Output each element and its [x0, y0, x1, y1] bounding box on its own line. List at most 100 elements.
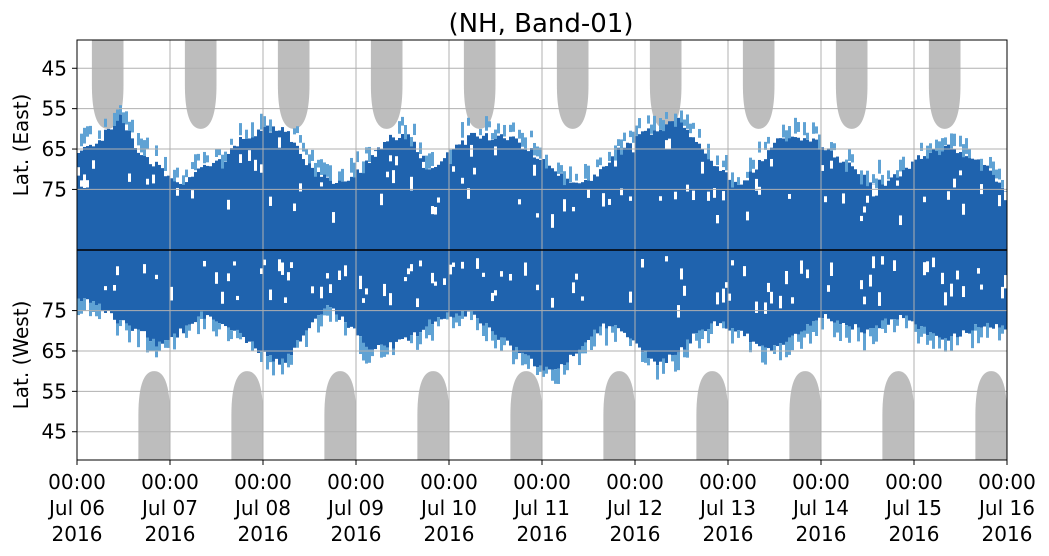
activity-gap — [728, 293, 731, 301]
activity-cell — [659, 118, 662, 130]
activity-cell — [308, 250, 311, 329]
activity-gap — [215, 272, 218, 284]
activity-cell — [407, 250, 410, 341]
activity-cell — [998, 250, 1001, 328]
activity-gap — [326, 273, 329, 279]
activity-cell — [377, 250, 380, 346]
activity-gap — [1004, 275, 1007, 289]
activity-cell — [905, 315, 908, 329]
activity-cell — [905, 167, 908, 250]
activity-gap — [278, 137, 281, 148]
activity-cell — [356, 169, 359, 250]
activity-cell — [734, 181, 737, 250]
activity-gap — [587, 189, 590, 198]
activity-cell — [878, 159, 881, 174]
activity-cell — [389, 134, 392, 250]
activity-cell — [839, 324, 842, 341]
activity-cell — [281, 358, 284, 375]
activity-cell — [839, 162, 842, 250]
activity-gap — [410, 264, 413, 272]
activity-cell — [641, 352, 644, 362]
activity-cell — [119, 250, 122, 321]
activity-cell — [821, 147, 824, 250]
activity-gap — [758, 186, 761, 195]
activity-cell — [677, 117, 680, 250]
activity-cell — [722, 170, 725, 250]
activity-gap — [83, 174, 86, 188]
activity-cell — [815, 320, 818, 336]
y-axis-label-east: Lat. (East) — [9, 94, 33, 197]
activity-cell — [230, 250, 233, 331]
activity-gap — [668, 138, 671, 149]
activity-cell — [953, 250, 956, 334]
activity-cell — [281, 127, 284, 250]
x-tick-label: Jul 09 — [326, 496, 384, 520]
activity-cell — [722, 250, 725, 322]
activity-cell — [701, 250, 704, 330]
activity-cell — [413, 141, 416, 250]
x-tick-label: 2016 — [52, 522, 103, 546]
activity-cell — [959, 135, 962, 147]
activity-cell — [998, 168, 1001, 180]
activity-cell — [974, 159, 977, 250]
activity-cell — [368, 349, 371, 363]
activity-cell — [92, 146, 95, 250]
activity-cell — [647, 115, 650, 124]
activity-cell — [359, 250, 362, 337]
activity-cell — [407, 134, 410, 250]
activity-cell — [785, 130, 788, 142]
activity-cell — [902, 156, 905, 171]
activity-gap — [410, 176, 413, 191]
activity-cell — [500, 250, 503, 338]
activity-cell — [200, 311, 203, 319]
activity-cell — [326, 164, 329, 177]
activity-cell — [113, 112, 116, 127]
activity-gap — [311, 286, 314, 294]
activity-cell — [659, 250, 662, 362]
activity-cell — [641, 131, 644, 250]
activity-cell — [131, 119, 134, 133]
activity-cell — [125, 111, 128, 125]
activity-gap — [473, 167, 476, 175]
activity-cell — [524, 250, 527, 355]
activity-cell — [128, 130, 131, 250]
activity-cell — [314, 170, 317, 250]
activity-cell — [620, 250, 623, 332]
activity-gap — [641, 258, 644, 268]
activity-cell — [695, 333, 698, 341]
activity-cell — [509, 124, 512, 133]
activity-cell — [533, 250, 536, 367]
activity-cell — [488, 250, 491, 328]
activity-gap — [155, 274, 158, 280]
x-tick-label: Jul 12 — [605, 496, 663, 520]
activity-cell — [917, 250, 920, 330]
activity-cell — [890, 250, 893, 320]
activity-cell — [155, 346, 158, 358]
activity-cell — [317, 250, 320, 316]
activity-cell — [392, 348, 395, 356]
activity-cell — [221, 154, 224, 169]
activity-cell — [305, 165, 308, 250]
activity-cell — [533, 157, 536, 250]
activity-cell — [197, 153, 200, 161]
activity-cell — [566, 362, 569, 371]
activity-cell — [650, 250, 653, 359]
activity-cell — [614, 155, 617, 250]
activity-cell — [692, 250, 695, 334]
activity-gap — [239, 154, 242, 163]
activity-cell — [164, 156, 167, 171]
activity-cell — [740, 184, 743, 250]
activity-cell — [191, 250, 194, 324]
activity-cell — [398, 250, 401, 340]
activity-gap — [443, 278, 446, 285]
activity-gap — [143, 264, 146, 274]
activity-cell — [809, 250, 812, 326]
activity-cell — [413, 123, 416, 136]
activity-cell — [725, 172, 728, 250]
activity-cell — [728, 250, 731, 331]
activity-gap — [491, 292, 494, 302]
activity-cell — [224, 161, 227, 250]
activity-cell — [251, 122, 254, 138]
night-mask-bottom — [882, 371, 914, 460]
activity-cell — [80, 150, 83, 250]
